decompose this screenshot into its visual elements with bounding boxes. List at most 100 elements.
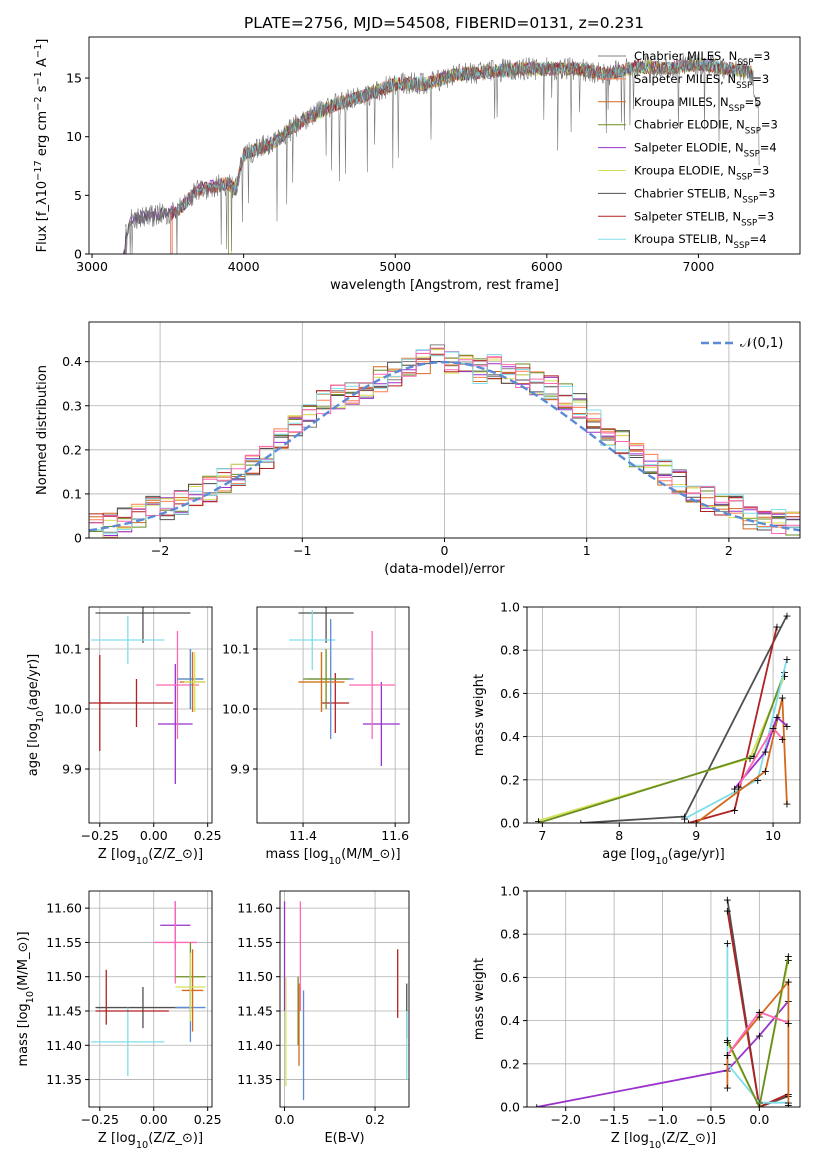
- text-run: −2: [151, 543, 169, 558]
- x-tick-label: −0.25: [81, 1112, 119, 1127]
- model-spectrum-line: [176, 56, 754, 254]
- mass-weight-marker: +: [723, 1036, 732, 1049]
- mass-weight-marker: +: [680, 811, 689, 824]
- mass-weight-marker: +: [723, 904, 732, 917]
- mass-weight-marker: +: [784, 1099, 793, 1112]
- axes-frame: [88, 606, 213, 824]
- plot-area: [122, 54, 760, 254]
- text-run: 11.55: [237, 935, 273, 950]
- observed-spectrum-line: [125, 54, 760, 254]
- text-run: Chabrier STELIB, N: [634, 186, 742, 200]
- text-run: =4: [760, 141, 777, 155]
- text-run: 0: [74, 247, 82, 262]
- mass-weight-marker: +: [755, 1101, 764, 1114]
- mass-weight-marker: +: [761, 765, 770, 778]
- y-tick-label: 9.9: [230, 762, 250, 777]
- text-run: SSP: [744, 150, 760, 160]
- y-tick-label: 10.0: [54, 702, 82, 717]
- text-run: 11.6: [381, 828, 409, 843]
- x-tick-label: 2: [725, 543, 733, 558]
- text-run: 1: [583, 543, 591, 558]
- mass-weight-marker: +: [782, 720, 791, 733]
- x-tick-label: 0.00: [140, 828, 168, 843]
- plot-area: [283, 901, 408, 1101]
- mass-weight-marker: +: [534, 817, 543, 830]
- text-run: =3: [752, 72, 769, 86]
- axes-massweight-vs-Z: −2.0 −1.5 −1.0 −0.5 0.0 0.0 0.2 0.4 0.6 0.8 1.0 Z […: [472, 884, 801, 1151]
- x-tick-label: 8: [615, 828, 623, 843]
- text-run: 11.35: [46, 1072, 82, 1087]
- text-run: 10.0: [54, 702, 82, 717]
- y-tick-label: 11.35: [237, 1072, 273, 1087]
- text-run: SSP: [736, 173, 752, 183]
- text-run: 0.4: [500, 1013, 520, 1028]
- text-run: mass weight: [472, 958, 487, 1040]
- text-run: 11.60: [237, 901, 273, 916]
- text-run: −1.0: [647, 1112, 677, 1127]
- y-tick-label: 11.55: [237, 935, 273, 950]
- legend-label: Salpeter STELIB, NSSP=3: [634, 209, 774, 228]
- text-run: mass [log: [265, 847, 328, 862]
- text-run: Z [log: [98, 1131, 136, 1146]
- text-run: −2.0: [551, 1112, 581, 1127]
- text-run: 5: [74, 188, 82, 203]
- text-run: =3: [757, 209, 774, 223]
- text-run: 4000: [228, 259, 260, 274]
- y-tick-label: 11.50: [237, 969, 273, 984]
- text-run: SSP: [741, 218, 757, 228]
- text-run: 0: [74, 531, 82, 546]
- mass-weight-marker: +: [755, 1097, 764, 1110]
- text-run: age [log: [602, 847, 655, 862]
- text-run: 0: [441, 543, 449, 558]
- x-axis-label: age [log10(age/yr)]: [602, 847, 725, 867]
- text-run: 11.60: [46, 901, 82, 916]
- axes-frame: [526, 890, 801, 1108]
- mass-weight-marker: +: [730, 804, 739, 817]
- text-run: −1.5: [599, 1112, 629, 1127]
- mass-weight-marker: +: [749, 750, 758, 763]
- mass-weight-line: [538, 671, 786, 823]
- legend-label: 𝒩(0,1): [740, 336, 783, 351]
- mass-weight-line: [580, 615, 788, 823]
- text-run: =3: [761, 118, 778, 132]
- mass-weight-marker: +: [723, 1034, 732, 1047]
- text-run: 11.50: [46, 969, 82, 984]
- mass-weight-line: [733, 715, 788, 789]
- x-tick-label: 7: [538, 828, 546, 843]
- y-tick-label: 10: [66, 129, 82, 144]
- y-tick-label: 11.40: [46, 1038, 82, 1053]
- model-spectrum-line: [172, 57, 754, 254]
- legend-label: Kroupa MILES, NSSP=5: [634, 95, 762, 114]
- y-tick-label: 0: [74, 247, 82, 262]
- y-tick-label: 9.9: [62, 762, 82, 777]
- mass-weight-marker: +: [745, 752, 754, 765]
- text-run: −1: [33, 71, 44, 85]
- text-run: 0.8: [500, 927, 520, 942]
- mass-weight-marker: +: [723, 894, 732, 907]
- normal-reference-curve: [89, 360, 800, 532]
- text-run: 0.00: [140, 1112, 168, 1127]
- x-tick-label: 0.00: [140, 1112, 168, 1127]
- text-run: (Z/Z_⊙)]: [148, 1131, 203, 1146]
- model-spectrum-line: [170, 57, 754, 254]
- text-run: 11.40: [46, 1038, 82, 1053]
- text-run: SSP: [736, 81, 752, 91]
- mass-weight-line: [684, 658, 788, 820]
- mass-weight-marker: +: [782, 798, 791, 811]
- text-run: Kroupa MILES, N: [634, 95, 729, 109]
- axes-frame: [88, 890, 213, 1108]
- mass-weight-marker: +: [723, 937, 732, 950]
- text-run: 11.45: [46, 1004, 82, 1019]
- text-run: (age/yr)]: [26, 654, 41, 711]
- text-run: 0.4: [500, 729, 520, 744]
- mass-weight-line: [538, 675, 786, 822]
- mass-weight-marker: +: [753, 774, 762, 787]
- text-run: =5: [745, 95, 762, 109]
- text-run: 10: [655, 856, 667, 867]
- plot-area: + +++++++++++++++++++++++++: [534, 610, 792, 830]
- mass-weight-marker: +: [532, 1101, 541, 1114]
- text-run: 0.4: [62, 354, 82, 369]
- text-run: 11.4: [289, 828, 317, 843]
- text-run: 0.25: [194, 1112, 222, 1127]
